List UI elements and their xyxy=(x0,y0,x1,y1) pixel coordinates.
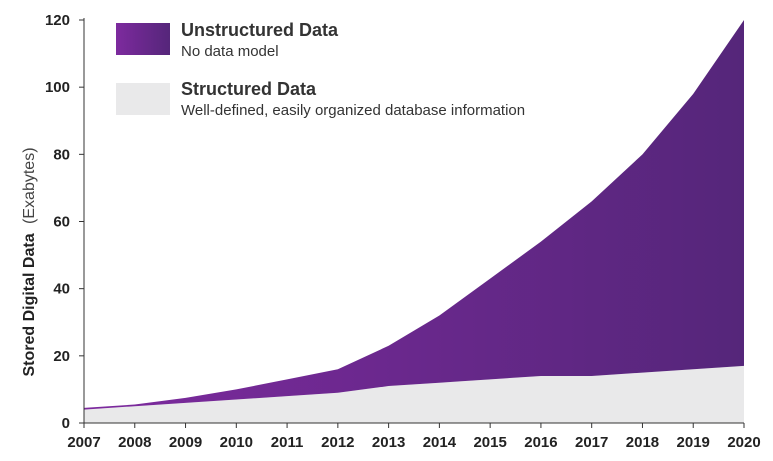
x-tick-label: 2020 xyxy=(727,434,760,451)
legend-entry-unstructured: Unstructured Data No data model xyxy=(116,20,339,60)
x-tick-label: 2012 xyxy=(321,434,354,451)
y-tick-label: 80 xyxy=(53,146,70,163)
y-tick-label: 40 xyxy=(53,281,70,298)
x-tick-label: 2019 xyxy=(677,434,710,451)
x-tick-label: 2015 xyxy=(473,434,506,451)
x-tick-label: 2009 xyxy=(169,434,202,451)
x-tick-label: 2008 xyxy=(118,434,151,451)
x-tick-label: 2016 xyxy=(524,434,557,451)
y-axis-title-unit: (Exabytes) xyxy=(21,147,38,223)
x-tick-label: 2013 xyxy=(372,434,405,451)
y-tick-label: 100 xyxy=(45,79,70,96)
legend-entry-structured: Structured Data Well-defined, easily org… xyxy=(116,79,525,119)
y-axis-title-main: Stored Digital Data xyxy=(21,233,38,376)
y-tick-label: 20 xyxy=(53,348,70,365)
legend-swatch-unstructured xyxy=(116,23,170,55)
y-tick-label: 60 xyxy=(53,214,70,231)
y-tick-label: 120 xyxy=(45,12,70,29)
legend-desc-unstructured: No data model xyxy=(181,43,279,60)
y-tick-label: 0 xyxy=(62,415,70,432)
x-ticks-layer: 2007 2008 2009 2010 2011 2012 2013 2014 2015 2016… xyxy=(67,423,761,451)
y-axis-title: Stored Digital Data (Exabytes) xyxy=(21,147,38,376)
legend-title-unstructured: Unstructured Data xyxy=(181,20,339,40)
x-tick-label: 2014 xyxy=(423,434,457,451)
legend-swatch-structured xyxy=(116,83,170,115)
area-unstructured-data xyxy=(84,20,744,410)
area-structured-data xyxy=(84,365,744,423)
legend-title-structured: Structured Data xyxy=(181,79,317,99)
x-tick-label: 2018 xyxy=(626,434,659,451)
legend-desc-structured: Well-defined, easily organized database … xyxy=(181,102,525,119)
legend: Unstructured Data No data model Structur… xyxy=(116,20,525,119)
x-tick-label: 2010 xyxy=(220,434,253,451)
x-tick-label: 2011 xyxy=(271,434,304,451)
x-tick-label: 2007 xyxy=(67,434,100,451)
x-tick-label: 2017 xyxy=(575,434,608,451)
y-ticks-layer: 0 20 40 60 80 100 120 xyxy=(45,12,84,432)
areas-layer xyxy=(84,20,744,423)
